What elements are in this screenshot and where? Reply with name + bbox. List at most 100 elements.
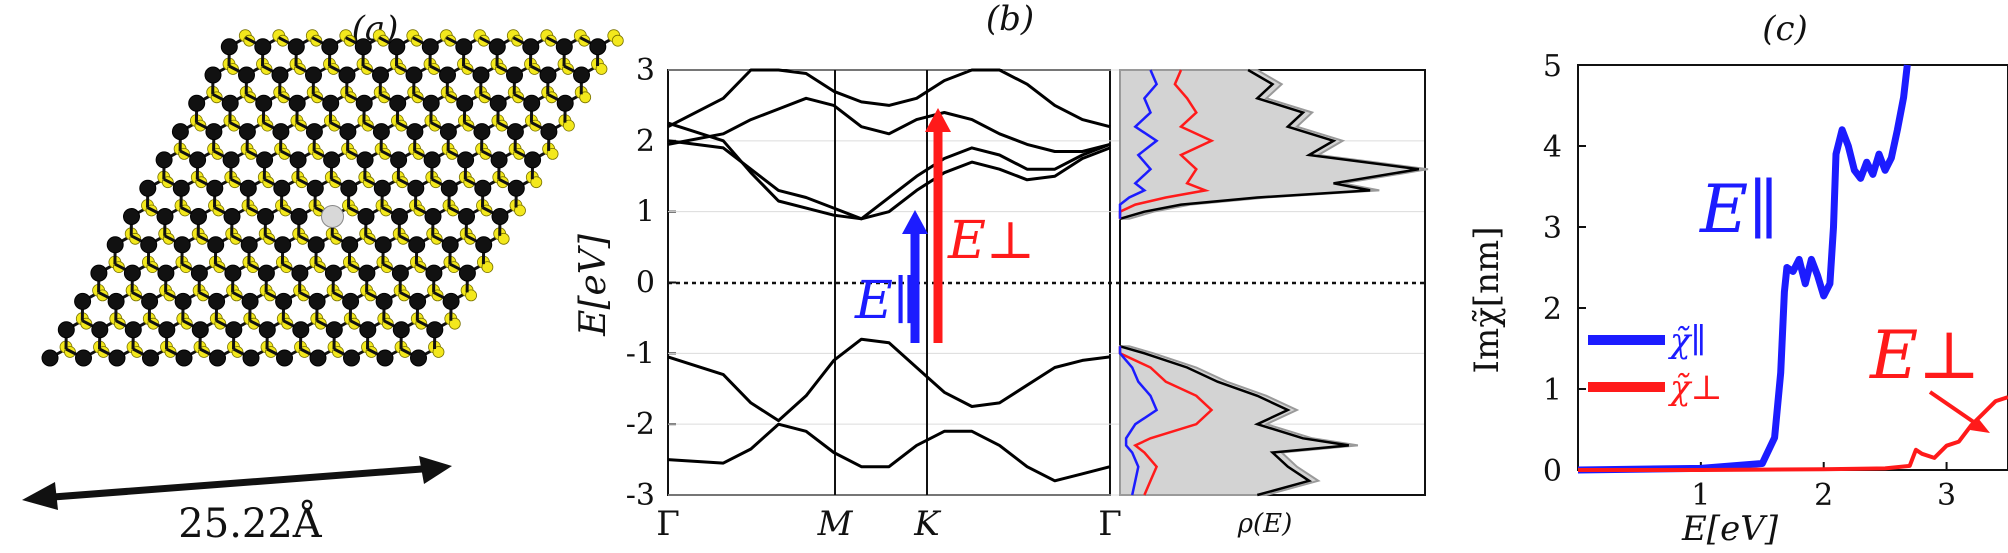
ytick-label: 0 [1543,454,1562,489]
metal-atom [191,321,209,339]
sulfur-atom [611,34,624,47]
arrow-parallel [902,210,928,343]
metal-atom [376,349,394,367]
metal-atom [374,236,392,254]
metal-atom [220,38,238,56]
metal-atom [190,264,208,282]
metal-atom [276,349,293,367]
metal-atom [242,349,260,367]
metal-atom [456,94,474,112]
metal-atom [455,38,473,56]
sulfur-atom [546,147,559,160]
panel-b-ylabel: E[eV] [573,233,614,337]
metal-atom [258,321,276,339]
metal-atom [422,94,440,112]
ytick-label: 4 [1543,130,1562,165]
panel-c-label: (c) [1762,9,1808,49]
metal-atom [507,179,525,197]
metal-atom [375,292,393,310]
metal-atom [506,66,523,84]
metal-atom [157,264,175,282]
ytick-label: 2 [1543,292,1562,327]
metal-atom [410,349,427,367]
metal-atom [240,236,258,254]
metal-atom [106,236,124,254]
ytick-label: 1 [636,195,655,230]
metal-atom [74,292,92,310]
metal-atom [173,236,191,254]
metal-atom [406,123,424,141]
metal-atom [90,264,108,282]
metal-atom [175,349,193,367]
metal-atom [309,349,327,367]
metal-atom [189,151,207,169]
metal-atom [305,66,322,84]
dos-total-curve [1119,68,1420,221]
metal-atom [355,94,373,112]
kpoint-label: M [817,504,854,544]
metal-atom [239,179,257,197]
annot-perp: E⊥ [1869,317,1980,394]
ytick-label: 2 [636,124,655,159]
band-line [667,96,1111,153]
curve-parallel [1577,64,1911,474]
metal-atom [75,349,92,367]
metal-atom [140,236,158,254]
dos-blue-curve [1118,69,1159,219]
sulfur-atom [465,289,478,302]
metal-atom [425,264,443,282]
panel-c-xticks: 1 2 3 [1691,462,1956,513]
metal-atom [522,38,540,56]
metal-atom [207,236,225,254]
lattice-structure [41,29,624,367]
panel-a: (a) 25.22Å [22,9,624,547]
metal-atom [490,151,508,169]
metal-atom [292,321,310,339]
metal-atom [423,151,441,169]
ytick-label: -2 [626,407,655,442]
sulfur-atom [514,204,526,217]
legend-label-perp: χ̃⊥ [1668,368,1723,408]
dopant-atom [321,205,344,228]
arrow-perp-label: E⊥ [947,211,1035,271]
metal-atom [171,123,189,141]
metal-atom [208,292,226,310]
metal-atom [308,292,326,310]
metal-atom [321,38,339,56]
xtick-label: 3 [1937,478,1956,513]
metal-atom [540,123,558,141]
metal-atom [305,123,323,141]
metal-atom [238,66,255,84]
metal-atom [488,38,506,56]
metal-atom [439,123,457,141]
metal-atom [421,38,439,56]
metal-atom [206,179,224,197]
metal-atom [272,123,290,141]
metal-atom [458,264,476,282]
panel-c-xlabel: E[eV] [1681,509,1779,549]
metal-atom [255,94,273,112]
metal-atom [256,151,274,169]
panel-c-ylabel: Imχ̃[nm] [1467,227,1507,374]
metal-atom [271,66,289,84]
band-lines [667,68,1111,483]
ytick-label: 3 [636,53,655,88]
annot-perp-arrow [1928,390,1990,433]
metal-atom [458,208,475,225]
annot-parallel: E∥ [1699,171,1779,248]
band-line [667,139,1111,221]
metal-atom [556,94,574,112]
metal-atom [238,123,256,141]
metal-atom [474,179,492,197]
metal-atom [141,292,159,310]
metal-atom [343,349,360,367]
metal-atom [472,66,490,84]
metal-atom [174,292,192,310]
metal-atom [339,123,357,141]
ytick-label: 0 [636,266,655,301]
kpoint-label: Γ [1098,504,1122,544]
arrow-perp [925,108,951,343]
metal-atom [589,38,607,56]
metal-atom [341,236,359,254]
metal-atom [439,66,456,84]
